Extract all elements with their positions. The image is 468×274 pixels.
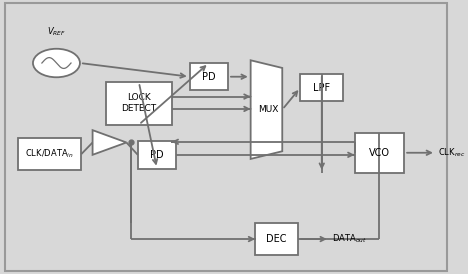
Text: DATA$_{out}$: DATA$_{out}$ (332, 233, 367, 245)
Text: CLK/DATA$_{in}$: CLK/DATA$_{in}$ (25, 148, 74, 160)
Bar (255, 223, 298, 255)
Bar (106, 82, 172, 125)
Text: PD: PD (202, 72, 216, 82)
Bar (18, 138, 81, 170)
Bar (355, 133, 404, 173)
Circle shape (33, 49, 80, 77)
Bar (138, 141, 176, 169)
Text: VCO: VCO (369, 148, 390, 158)
Text: MUX: MUX (258, 105, 279, 114)
Text: PD: PD (150, 150, 164, 160)
Text: LOCK
DETECT: LOCK DETECT (121, 93, 156, 113)
Bar (300, 74, 343, 101)
Bar (190, 63, 228, 90)
Text: $V_{REF}$: $V_{REF}$ (47, 25, 66, 38)
Polygon shape (251, 60, 282, 159)
Text: CLK$_{rec}$: CLK$_{rec}$ (438, 147, 465, 159)
Text: LPF: LPF (313, 83, 330, 93)
Text: DEC: DEC (266, 234, 287, 244)
Polygon shape (93, 130, 126, 155)
